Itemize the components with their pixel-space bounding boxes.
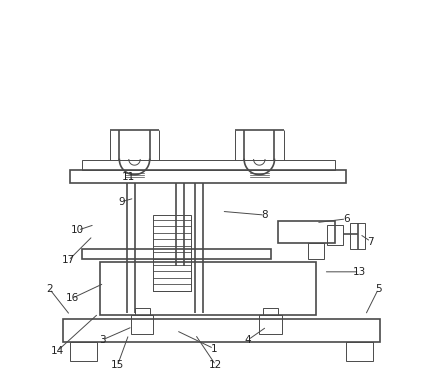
Text: 14: 14 xyxy=(51,346,64,356)
Text: 17: 17 xyxy=(62,256,75,266)
Text: 6: 6 xyxy=(343,214,350,224)
Text: 13: 13 xyxy=(353,267,366,277)
Text: 10: 10 xyxy=(71,225,84,235)
Text: 3: 3 xyxy=(99,335,106,345)
Text: 7: 7 xyxy=(368,237,374,247)
Text: 1: 1 xyxy=(210,344,217,354)
Text: 8: 8 xyxy=(262,210,268,220)
Text: 9: 9 xyxy=(118,197,124,207)
Text: 11: 11 xyxy=(122,172,136,182)
Text: 4: 4 xyxy=(245,335,251,345)
Text: 15: 15 xyxy=(111,360,124,370)
Text: 16: 16 xyxy=(66,293,79,303)
Text: 2: 2 xyxy=(46,284,53,294)
Text: 5: 5 xyxy=(375,284,382,294)
Text: 12: 12 xyxy=(209,360,222,370)
